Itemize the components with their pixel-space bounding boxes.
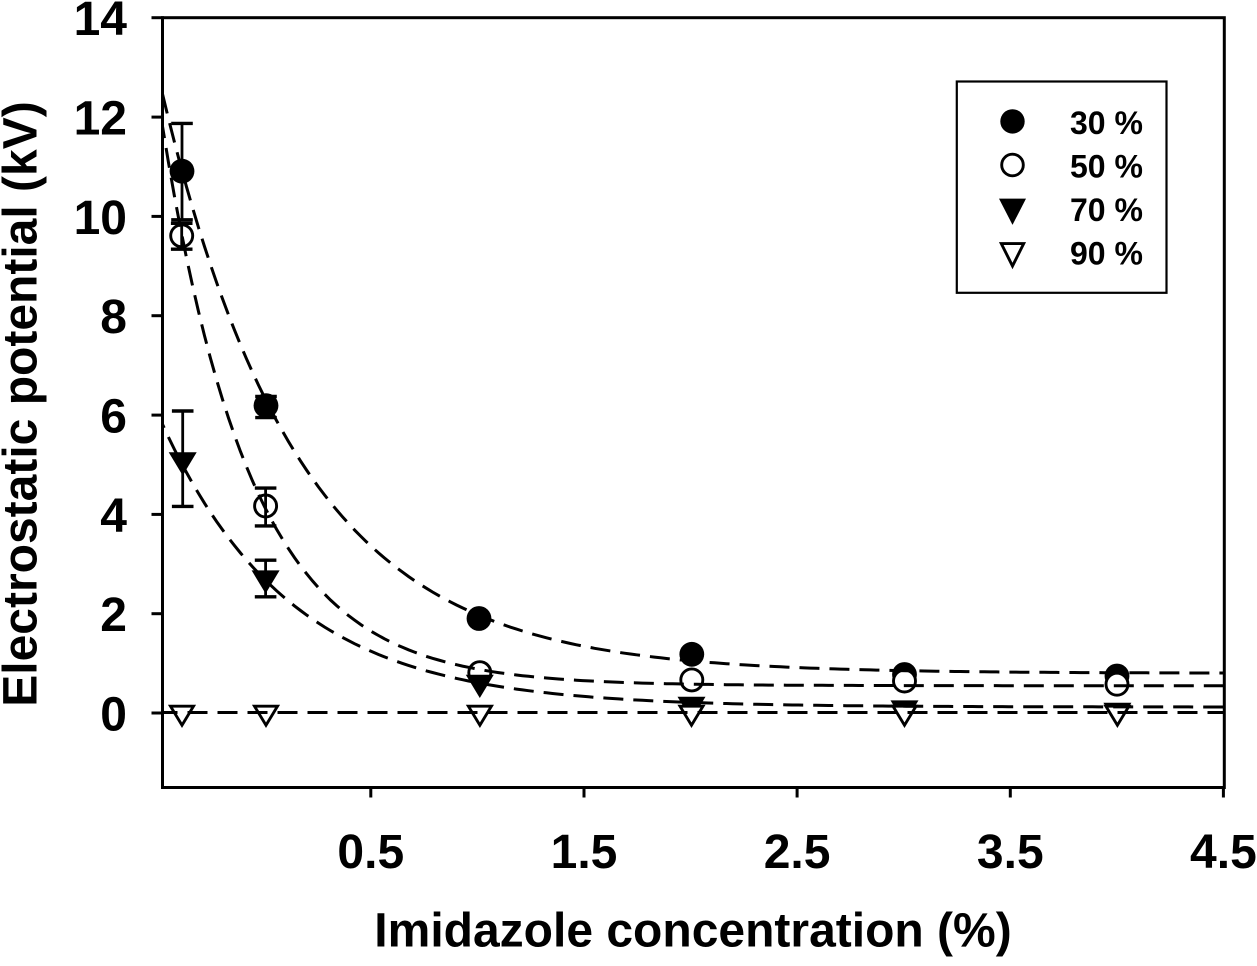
svg-text:6: 6 [100, 391, 127, 444]
svg-text:90 %: 90 % [1070, 236, 1143, 272]
svg-text:70 %: 70 % [1070, 192, 1143, 228]
svg-text:4: 4 [100, 490, 127, 543]
svg-text:12: 12 [74, 93, 127, 146]
svg-text:14: 14 [74, 0, 128, 46]
svg-text:4.5: 4.5 [1190, 826, 1257, 879]
svg-text:8: 8 [100, 291, 127, 344]
svg-text:0: 0 [100, 689, 127, 742]
svg-text:2.5: 2.5 [764, 826, 831, 879]
svg-text:30 %: 30 % [1070, 105, 1143, 141]
svg-text:10: 10 [74, 192, 127, 245]
svg-text:0.5: 0.5 [337, 826, 404, 879]
svg-text:1.5: 1.5 [551, 826, 618, 879]
svg-text:Electrostatic potential (kV): Electrostatic potential (kV) [0, 101, 48, 706]
svg-text:3.5: 3.5 [977, 826, 1044, 879]
svg-text:2: 2 [100, 589, 127, 642]
svg-text:50 %: 50 % [1070, 148, 1143, 184]
svg-text:Imidazole concentration (%): Imidazole concentration (%) [374, 904, 1011, 957]
